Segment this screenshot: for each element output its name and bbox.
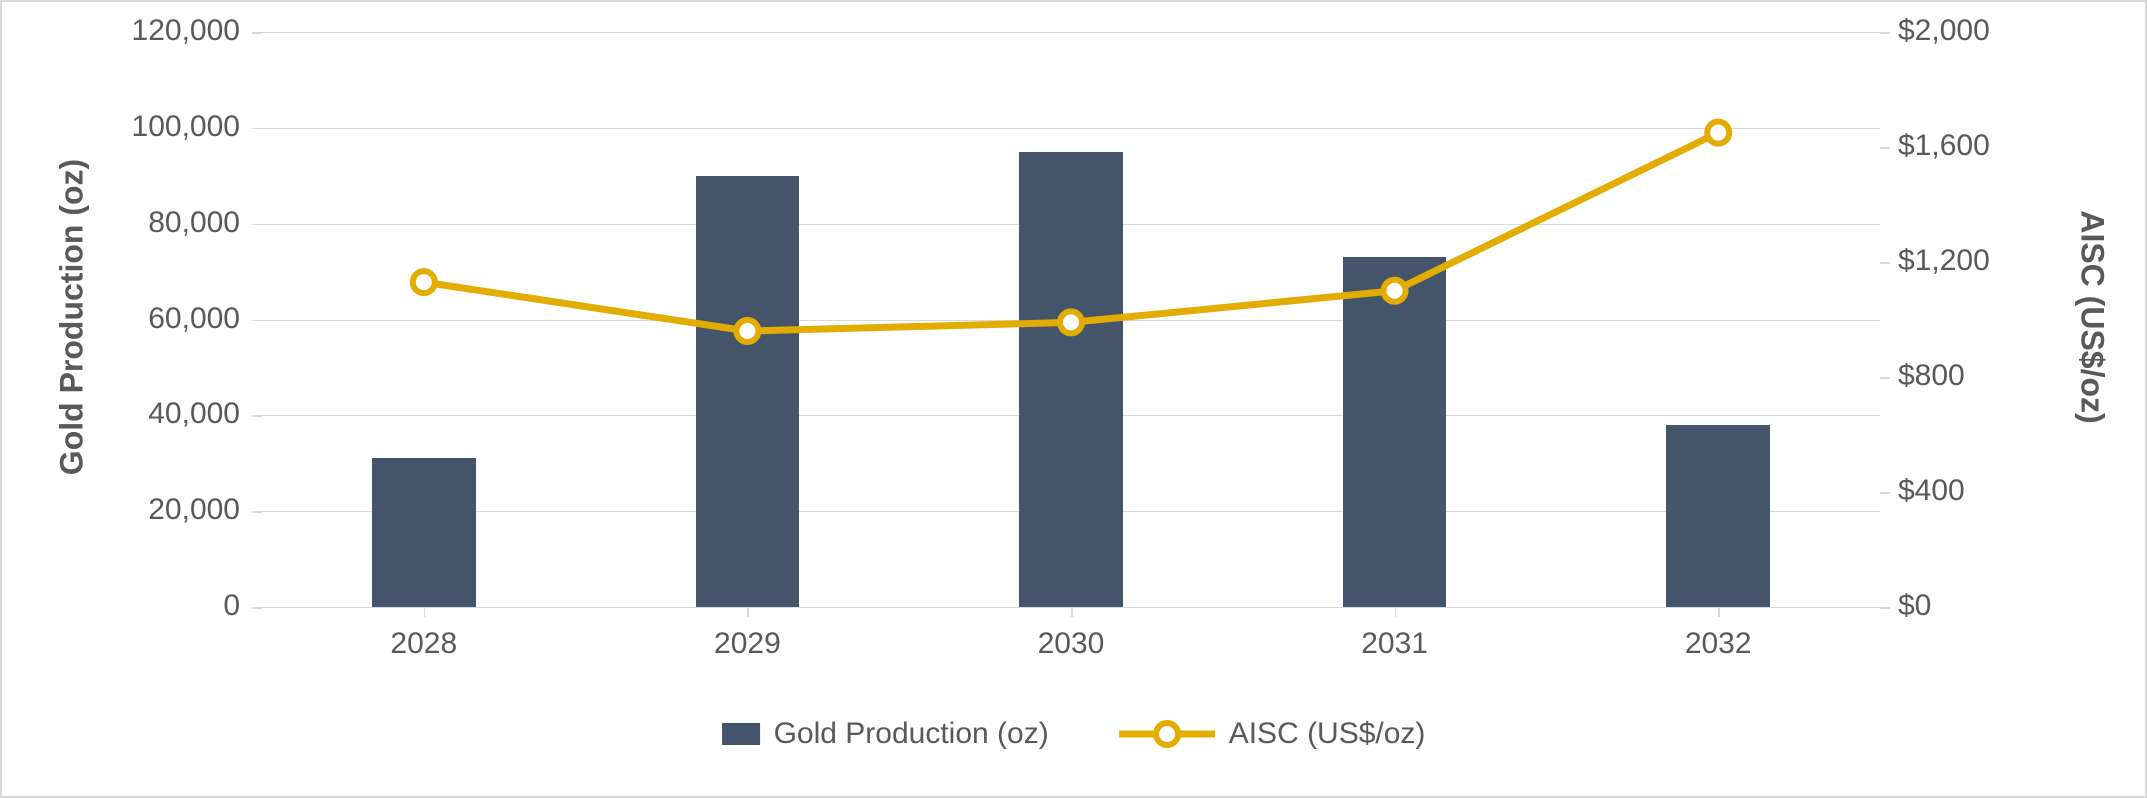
y-left-axis-title: Gold Production (oz) bbox=[54, 159, 91, 475]
legend-item-bar: Gold Production (oz) bbox=[722, 717, 1049, 751]
aisc-marker bbox=[413, 271, 435, 293]
y-right-axis-title: AISC (US$/oz) bbox=[2074, 210, 2111, 423]
x-tick-mark bbox=[1718, 607, 1720, 617]
y-right-tick-label: $800 bbox=[1898, 359, 1965, 393]
y-left-tick-label: 100,000 bbox=[132, 110, 240, 144]
chart-frame: Gold Production (oz) AISC (US$/oz) Gold … bbox=[0, 0, 2147, 798]
y-left-tick-mark bbox=[252, 224, 262, 226]
y-right-tick-label: $1,600 bbox=[1898, 129, 1990, 163]
y-right-tick-mark bbox=[1880, 377, 1890, 379]
x-tick-label: 2032 bbox=[1685, 627, 1752, 661]
aisc-marker bbox=[1707, 122, 1729, 144]
y-right-tick-label: $1,200 bbox=[1898, 244, 1990, 278]
y-right-tick-mark bbox=[1880, 262, 1890, 264]
x-tick-label: 2028 bbox=[390, 627, 457, 661]
legend: Gold Production (oz) AISC (US$/oz) bbox=[722, 717, 1426, 751]
x-tick-mark bbox=[1395, 607, 1397, 617]
plot-area bbox=[262, 32, 1880, 607]
x-tick-label: 2030 bbox=[1038, 627, 1105, 661]
y-left-tick-mark bbox=[252, 320, 262, 322]
x-tick-label: 2031 bbox=[1361, 627, 1428, 661]
aisc-marker bbox=[736, 320, 758, 342]
x-tick-mark bbox=[424, 607, 426, 617]
legend-bar-swatch bbox=[722, 723, 760, 745]
aisc-marker bbox=[1060, 311, 1082, 333]
y-right-tick-mark bbox=[1880, 492, 1890, 494]
y-left-tick-label: 20,000 bbox=[148, 493, 240, 527]
y-left-tick-mark bbox=[252, 128, 262, 130]
legend-bar-label: Gold Production (oz) bbox=[774, 717, 1049, 751]
y-right-tick-label: $0 bbox=[1898, 589, 1931, 623]
y-right-tick-mark bbox=[1880, 607, 1890, 609]
aisc-line bbox=[424, 133, 1718, 331]
legend-line-label: AISC (US$/oz) bbox=[1229, 717, 1426, 751]
y-right-tick-mark bbox=[1880, 32, 1890, 34]
y-left-tick-label: 120,000 bbox=[132, 14, 240, 48]
y-left-tick-mark bbox=[252, 32, 262, 34]
y-left-tick-label: 40,000 bbox=[148, 397, 240, 431]
y-left-tick-label: 60,000 bbox=[148, 302, 240, 336]
aisc-marker bbox=[1384, 280, 1406, 302]
x-tick-label: 2029 bbox=[714, 627, 781, 661]
x-tick-mark bbox=[1071, 607, 1073, 617]
y-right-tick-label: $400 bbox=[1898, 474, 1965, 508]
y-left-tick-mark bbox=[252, 607, 262, 609]
y-left-tick-mark bbox=[252, 511, 262, 513]
x-tick-mark bbox=[747, 607, 749, 617]
line-overlay bbox=[262, 32, 1880, 607]
y-right-tick-mark bbox=[1880, 147, 1890, 149]
legend-item-line: AISC (US$/oz) bbox=[1119, 717, 1426, 751]
y-left-tick-label: 0 bbox=[223, 589, 240, 623]
y-left-tick-label: 80,000 bbox=[148, 206, 240, 240]
y-right-tick-label: $2,000 bbox=[1898, 14, 1990, 48]
legend-line-swatch bbox=[1119, 720, 1215, 748]
y-left-tick-mark bbox=[252, 415, 262, 417]
